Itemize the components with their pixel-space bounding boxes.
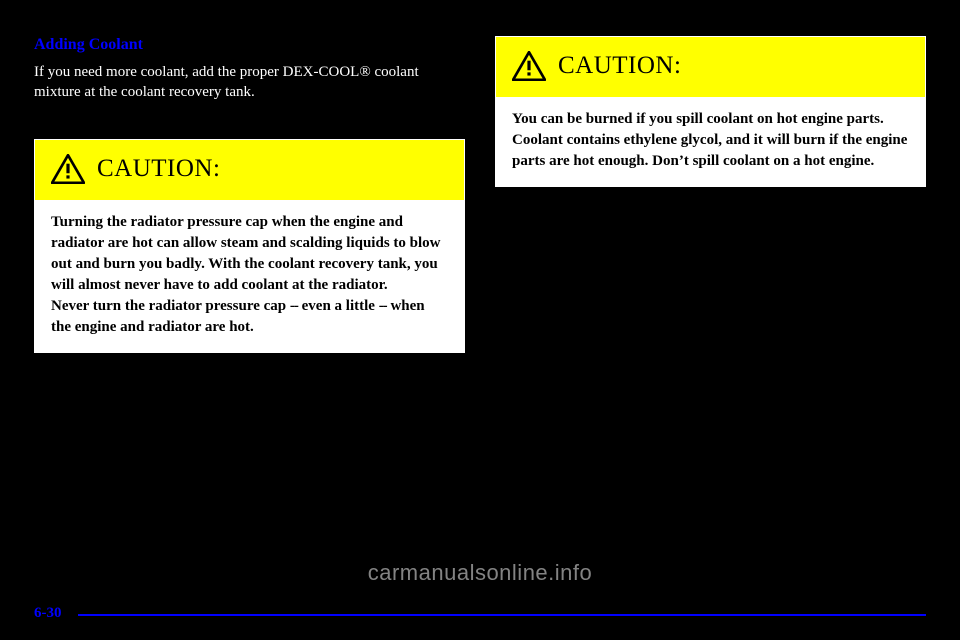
dash-2: -- xyxy=(379,298,387,314)
caution-text-right: You can be burned if you spill coolant o… xyxy=(512,111,907,169)
caution-text-2b: even a little xyxy=(298,298,379,314)
caution-label-right: CAUTION: xyxy=(558,52,681,80)
caution-label-left: CAUTION: xyxy=(97,155,220,183)
warning-triangle-icon xyxy=(512,51,546,81)
caution-text-2a: Never turn the radiator pressure cap xyxy=(51,298,290,314)
page-number: 6-30 xyxy=(34,605,62,622)
dash-1: -- xyxy=(290,298,298,314)
spacer xyxy=(34,115,465,139)
caution-body-right: You can be burned if you spill coolant o… xyxy=(496,97,925,186)
footer-rule xyxy=(78,614,926,616)
caution-header-left: CAUTION: xyxy=(35,140,464,200)
left-column: Adding Coolant If you need more coolant,… xyxy=(34,36,465,640)
caution-body-left: Turning the radiator pressure cap when t… xyxy=(35,200,464,352)
caution-box-right: CAUTION: You can be burned if you spill … xyxy=(495,36,926,187)
manual-page: Adding Coolant If you need more coolant,… xyxy=(0,0,960,640)
caution-text-1: Turning the radiator pressure cap when t… xyxy=(51,214,441,293)
caution-header-right: CAUTION: xyxy=(496,37,925,97)
caution-box-left: CAUTION: Turning the radiator pressure c… xyxy=(34,139,465,353)
section-heading-adding-coolant: Adding Coolant xyxy=(34,36,465,54)
right-column: CAUTION: You can be burned if you spill … xyxy=(495,36,926,640)
warning-triangle-icon xyxy=(51,154,85,184)
intro-paragraph: If you need more coolant, add the proper… xyxy=(34,62,465,103)
